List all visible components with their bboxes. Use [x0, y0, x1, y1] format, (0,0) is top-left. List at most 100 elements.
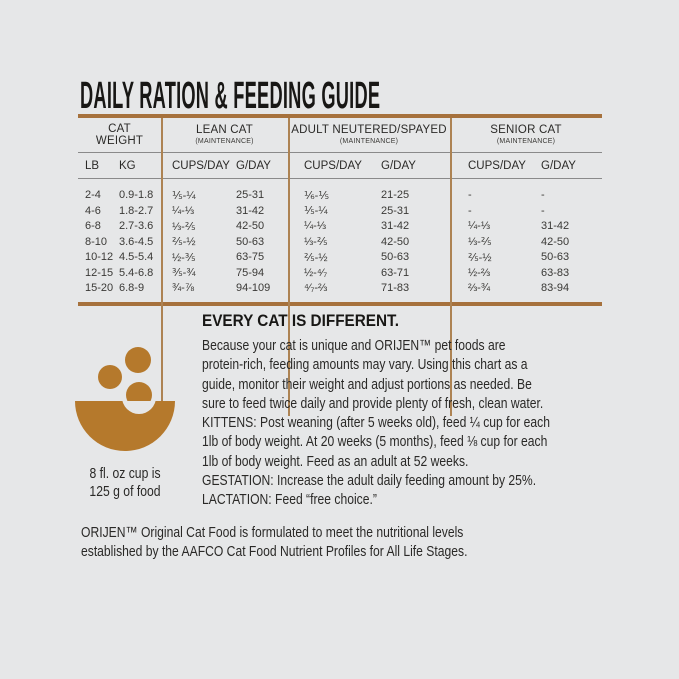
- header-lean-cat-title: LEAN CAT: [196, 124, 253, 136]
- note-line: 1lb of body weight. At 20 weeks (5 month…: [202, 434, 548, 451]
- cell-senior-cups: ⅖-½: [468, 251, 492, 264]
- col-label-senior-cups: CUPS/DAY: [468, 159, 526, 172]
- cell-lb: 10-12: [85, 251, 114, 264]
- cell-senior-g: 31-42: [541, 220, 570, 233]
- cell-kg: 5.4-6.8: [119, 266, 154, 279]
- cell-senior-g: -: [541, 204, 545, 217]
- cell-lean-g: 75-94: [236, 266, 265, 279]
- cell-adult-g: 42-50: [381, 235, 410, 248]
- cell-adult-cups: ⅖-½: [304, 251, 328, 264]
- header-senior-cat: SENIOR CAT (MAINTENANCE): [450, 118, 602, 152]
- table-row: 15-20 6.8-9 ¾-⅞ 94-109 ⁴⁄₇-⅔ 71-83 ⅔-¾ 83-94: [78, 281, 602, 297]
- cell-adult-cups: ½-⁴⁄₇: [304, 266, 328, 279]
- cell-lean-g: 25-31: [236, 189, 265, 202]
- header-cat-weight: CAT WEIGHT: [78, 118, 161, 152]
- cell-adult-cups: ⅓-⅖: [304, 236, 328, 249]
- cell-kg: 1.8-2.7: [119, 204, 154, 217]
- cell-adult-cups: ⅙-⅕: [304, 189, 329, 202]
- table-bottom-rule: [78, 302, 602, 306]
- cell-lean-g: 63-75: [236, 251, 265, 264]
- cup-measure-note: 8 fl. oz cup is 125 g of food: [72, 466, 178, 501]
- cell-lean-cups: ¼-⅓: [172, 204, 195, 217]
- table-row: 6-8 2.7-3.6 ⅓-⅖ 42-50 ¼-⅓ 31-42 ¼-⅓ 31-42: [78, 219, 602, 235]
- table-row: 10-12 4.5-5.4 ½-⅗ 63-75 ⅖-½ 50-63 ⅖-½ 50-63: [78, 250, 602, 266]
- cell-senior-cups: -: [468, 204, 472, 217]
- header-adult-title: ADULT NEUTERED/SPAYED: [291, 124, 447, 136]
- table-row: 8-10 3.6-4.5 ⅖-½ 50-63 ⅓-⅖ 42-50 ⅓-⅖ 42-50: [78, 234, 602, 250]
- col-label-adult-cups: CUPS/DAY: [304, 159, 362, 172]
- cell-adult-g: 31-42: [381, 220, 410, 233]
- cell-kg: 3.6-4.5: [119, 235, 154, 248]
- header-lean-cat-subtitle: (MAINTENANCE): [195, 138, 254, 145]
- note-line: KITTENS: Post weaning (after 5 weeks old…: [202, 415, 551, 432]
- cell-lean-cups: ⅓-⅖: [172, 220, 196, 233]
- table-row: 2-4 0.9-1.8 ⅕-¼ 25-31 ⅙-⅕ 21-25 - -: [78, 188, 602, 204]
- cell-adult-g: 63-71: [381, 266, 410, 279]
- table-vertical-divider: [450, 118, 452, 416]
- cell-lb: 2-4: [85, 189, 101, 202]
- col-label-kg: KG: [119, 159, 136, 172]
- cell-lean-cups: ½-⅗: [172, 251, 196, 264]
- cell-senior-cups: ½-⅔: [468, 266, 491, 279]
- header-adult-neutered: ADULT NEUTERED/SPAYED (MAINTENANCE): [288, 118, 450, 152]
- note-line: LACTATION: Feed “free choice.”: [202, 492, 377, 509]
- note-line: Because your cat is unique and ORIJEN™ p…: [202, 338, 506, 354]
- cell-lb: 8-10: [85, 235, 108, 248]
- table-vertical-divider: [161, 118, 163, 416]
- cell-lb: 15-20: [85, 282, 114, 295]
- cell-senior-cups: ⅔-¾: [468, 282, 491, 295]
- cell-kg: 6.8-9: [119, 282, 145, 295]
- header-divider-line-2: [78, 178, 602, 179]
- cell-lean-g: 50-63: [236, 235, 265, 248]
- header-lean-cat: LEAN CAT (MAINTENANCE): [161, 118, 288, 152]
- table-top-rule: [78, 114, 602, 118]
- note-line: protein-rich, feeding amounts may vary. …: [202, 357, 528, 374]
- feeding-table: CAT WEIGHT LEAN CAT (MAINTENANCE) ADULT …: [78, 114, 602, 416]
- col-label-lean-cups: CUPS/DAY: [172, 159, 230, 172]
- cell-senior-g: 83-94: [541, 282, 570, 295]
- footer-line: established by the AAFCO Cat Food Nutrie…: [81, 544, 468, 561]
- cell-lean-g: 31-42: [236, 204, 265, 217]
- cell-senior-g: 63-83: [541, 266, 570, 279]
- table-column-header-row: LB KG CUPS/DAY G/DAY CUPS/DAY G/DAY CUPS…: [78, 153, 602, 178]
- table-vertical-divider: [288, 118, 290, 416]
- cell-lean-cups: ⅗-¾: [172, 267, 196, 280]
- col-label-lean-g: G/DAY: [236, 159, 271, 172]
- page-title: DAILY RATION & FEEDING GUIDE: [80, 75, 381, 117]
- cup-note-line2: 125 g of food: [89, 483, 161, 500]
- cell-lean-cups: ⅕-¼: [172, 189, 196, 202]
- cell-senior-g: 50-63: [541, 251, 570, 264]
- note-line: guide, monitor their weight and adjust p…: [202, 376, 532, 393]
- header-senior-subtitle: (MAINTENANCE): [496, 138, 556, 145]
- cell-adult-g: 21-25: [381, 189, 410, 202]
- cup-note-line1: 8 fl. oz cup is: [89, 466, 161, 482]
- aafco-statement: ORIJEN™ Original Cat Food is formulated …: [81, 524, 467, 563]
- cell-senior-cups: -: [468, 189, 472, 202]
- cell-adult-cups: ⅕-¼: [304, 205, 328, 218]
- header-divider-line: [78, 152, 602, 153]
- cell-lean-cups: ⅖-½: [172, 236, 196, 249]
- col-label-adult-g: G/DAY: [381, 159, 416, 172]
- cell-adult-g: 25-31: [381, 204, 410, 217]
- cell-adult-cups: ⁴⁄₇-⅔: [304, 282, 328, 295]
- col-label-lb: LB: [85, 159, 100, 172]
- kibble-bowl-icon: [66, 338, 186, 466]
- cell-kg: 4.5-5.4: [119, 251, 154, 264]
- footer-line: ORIJEN™ Original Cat Food is formulated …: [81, 525, 464, 541]
- note-paragraph: Because your cat is unique and ORIJEN™ p…: [202, 337, 550, 511]
- table-row: 4-6 1.8-2.7 ¼-⅓ 31-42 ⅕-¼ 25-31 - -: [78, 203, 602, 219]
- cell-adult-g: 50-63: [381, 251, 410, 264]
- cell-adult-cups: ¼-⅓: [304, 220, 327, 233]
- cell-lb: 12-15: [85, 266, 114, 279]
- cell-senior-cups: ⅓-⅖: [468, 236, 492, 249]
- cell-lean-g: 42-50: [236, 220, 265, 233]
- cell-senior-g: -: [541, 189, 545, 202]
- cell-lean-g: 94-109: [236, 282, 271, 295]
- note-heading: EVERY CAT IS DIFFERENT.: [202, 311, 399, 330]
- cell-kg: 0.9-1.8: [119, 189, 154, 202]
- table-row: 12-15 5.4-6.8 ⅗-¾ 75-94 ½-⁴⁄₇ 63-71 ½-⅔ 63-8…: [78, 265, 602, 281]
- table-group-header-row: CAT WEIGHT LEAN CAT (MAINTENANCE) ADULT …: [78, 118, 602, 152]
- header-adult-subtitle: (MAINTENANCE): [339, 138, 399, 145]
- note-line: sure to feed twice daily and provide ple…: [202, 395, 544, 412]
